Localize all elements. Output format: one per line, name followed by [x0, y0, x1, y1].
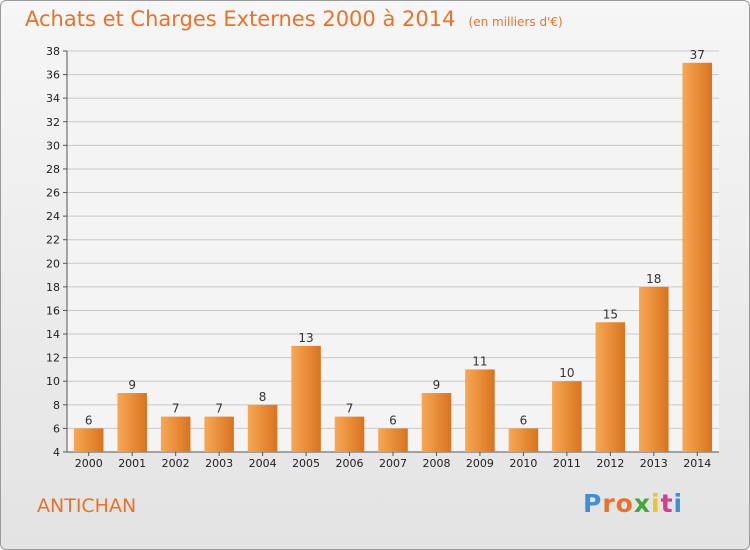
bar: [334, 416, 365, 452]
x-tick-label: 2011: [553, 457, 581, 470]
x-tick-label: 2014: [683, 457, 711, 470]
x-tick-label: 2012: [596, 457, 624, 470]
y-tick-label: 4: [53, 446, 60, 459]
data-label: 37: [690, 48, 705, 62]
y-tick-label: 14: [46, 328, 60, 341]
commune-name: ANTICHAN: [37, 495, 137, 517]
y-tick-label: 10: [46, 375, 60, 388]
logo-letter: i: [673, 489, 684, 518]
data-label: 10: [559, 366, 574, 380]
x-tick-label: 2001: [118, 457, 146, 470]
chart-subtitle: (en milliers d'€): [468, 15, 563, 29]
data-label: 7: [172, 402, 180, 416]
logo-letter: o: [615, 489, 634, 518]
bar: [552, 381, 582, 452]
y-tick-label: 20: [46, 257, 60, 270]
bar: [117, 393, 147, 452]
x-tick-label: 2010: [509, 457, 537, 470]
bar: [639, 286, 669, 452]
data-label: 11: [472, 354, 487, 368]
y-tick-label: 28: [46, 163, 60, 176]
bar: [160, 416, 191, 452]
data-label: 15: [603, 307, 618, 321]
x-tick-label: 2005: [292, 457, 320, 470]
data-label: 9: [128, 378, 136, 392]
bar: [508, 428, 539, 452]
y-tick-label: 16: [46, 304, 60, 317]
y-tick-label: 12: [46, 352, 60, 365]
data-label: 6: [520, 413, 528, 427]
data-label: 6: [85, 413, 93, 427]
y-tick-label: 38: [46, 45, 60, 58]
bar: [204, 416, 234, 452]
y-tick-label: 36: [46, 69, 60, 82]
logo-letter: i: [651, 489, 661, 518]
logo-letter: P: [583, 489, 603, 518]
x-tick-label: 2004: [249, 457, 277, 470]
data-label: 13: [298, 331, 313, 345]
y-tick-label: 8: [53, 399, 60, 412]
proxiti-logo: Proxiti: [583, 489, 683, 518]
x-tick-label: 2009: [466, 457, 494, 470]
logo-letter: x: [633, 489, 651, 518]
y-tick-label: 6: [53, 422, 60, 435]
data-label: 9: [433, 378, 441, 392]
y-tick-label: 22: [46, 234, 60, 247]
logo-letter: r: [602, 489, 616, 518]
bar: [421, 393, 452, 452]
bar: [465, 369, 495, 452]
data-label: 8: [259, 390, 267, 404]
chart-title: Achats et Charges Externes 2000 à 2014: [25, 7, 456, 31]
bar: [682, 62, 713, 452]
title-row: Achats et Charges Externes 2000 à 2014 (…: [25, 7, 563, 31]
x-tick-label: 2002: [162, 457, 190, 470]
x-tick-label: 2013: [640, 457, 668, 470]
bar: [595, 322, 626, 452]
data-label: 7: [215, 402, 223, 416]
bar: [73, 428, 104, 452]
bar: [247, 404, 278, 452]
x-tick-label: 2006: [336, 457, 364, 470]
x-tick-label: 2008: [422, 457, 450, 470]
data-label: 18: [646, 272, 661, 286]
y-tick-label: 30: [46, 139, 60, 152]
y-tick-label: 24: [46, 210, 60, 223]
x-tick-label: 2000: [75, 457, 103, 470]
data-label: 7: [346, 402, 354, 416]
y-tick-label: 32: [46, 116, 60, 129]
y-tick-label: 18: [46, 281, 60, 294]
x-tick-label: 2007: [379, 457, 407, 470]
y-tick-label: 26: [46, 187, 60, 200]
data-label: 6: [389, 413, 397, 427]
y-tick-label: 34: [46, 92, 60, 105]
x-tick-label: 2003: [205, 457, 233, 470]
logo-letter: t: [660, 489, 674, 518]
bar: [378, 428, 408, 452]
bar: [291, 345, 321, 452]
